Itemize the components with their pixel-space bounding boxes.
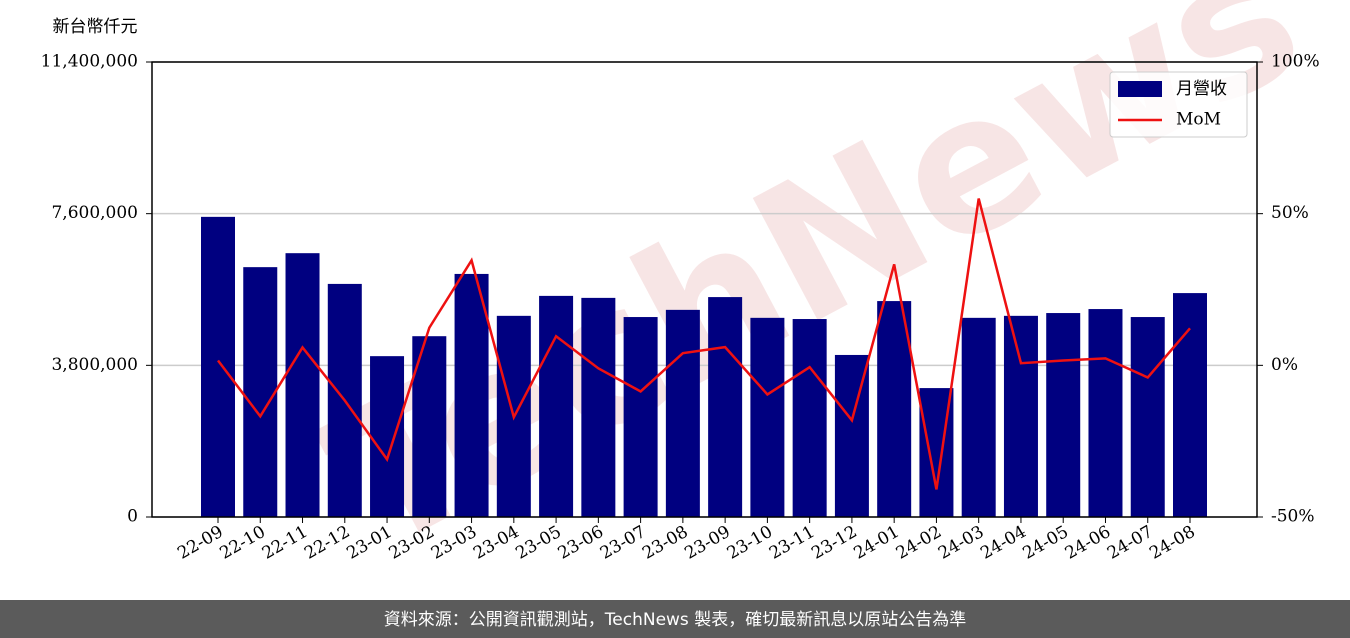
legend-swatch	[1118, 81, 1162, 97]
y2-tick-label: 50%	[1271, 203, 1309, 223]
bar	[1088, 309, 1123, 517]
y-tick-label: 0	[127, 507, 138, 527]
x-tick-label: 22-10	[217, 522, 269, 564]
x-tick-label: 24-01	[850, 522, 902, 564]
y2-tick-label: 0%	[1271, 355, 1298, 375]
x-tick-label: 23-07	[597, 522, 649, 564]
x-tick-label: 24-07	[1104, 522, 1156, 564]
legend-label: 月營收	[1176, 79, 1227, 99]
y-tick-label: 7,600,000	[51, 203, 138, 223]
bar	[750, 317, 785, 517]
bar	[285, 253, 320, 518]
y2-tick-label: -50%	[1271, 507, 1315, 527]
bar	[792, 319, 827, 517]
bar	[961, 317, 996, 517]
x-tick-label: 24-05	[1020, 522, 1072, 564]
x-tick-label: 24-02	[893, 522, 945, 564]
line	[217, 198, 1191, 490]
y-tick-label: 3,800,000	[51, 355, 138, 375]
bar	[454, 273, 489, 517]
x-tick-label: 24-06	[1062, 522, 1114, 564]
x-tick-label: 24-08	[1146, 522, 1198, 564]
x-tick-label: 24-04	[977, 522, 1029, 564]
bar	[370, 356, 405, 517]
y-axis-label: 新台幣仟元	[53, 17, 138, 37]
x-tick-label: 23-11	[766, 522, 818, 564]
bar	[665, 309, 700, 517]
x-tick-label: 22-12	[301, 522, 353, 564]
bar	[877, 301, 912, 517]
bar	[1173, 293, 1207, 517]
bar	[1003, 315, 1038, 517]
plot-frame	[151, 61, 1258, 518]
x-tick-label: 23-09	[681, 522, 733, 564]
x-tick-label: 23-10	[724, 522, 776, 564]
x-tick-label: 23-06	[555, 522, 607, 564]
bar	[623, 317, 658, 517]
x-tick-label: 23-08	[639, 522, 691, 564]
x-tick-label: 22-09	[174, 522, 226, 564]
x-tick-label: 24-03	[935, 522, 987, 564]
bar	[708, 297, 743, 517]
y2-tick-label: 100%	[1271, 52, 1320, 72]
bar	[539, 295, 574, 517]
legend-label: MoM	[1176, 110, 1221, 130]
bar	[243, 267, 278, 517]
bar	[1046, 313, 1081, 517]
bar	[581, 297, 616, 517]
y-tick-label: 11,400,000	[41, 52, 138, 72]
footer-text: 資料來源：公開資訊觀測站，TechNews 製表，確切最新訊息以原站公告為準	[384, 610, 966, 630]
bar	[1130, 317, 1165, 517]
x-tick-label: 22-11	[259, 522, 311, 564]
footer-bar	[0, 600, 1350, 638]
x-tick-label: 23-12	[808, 522, 860, 564]
bar	[201, 216, 235, 517]
